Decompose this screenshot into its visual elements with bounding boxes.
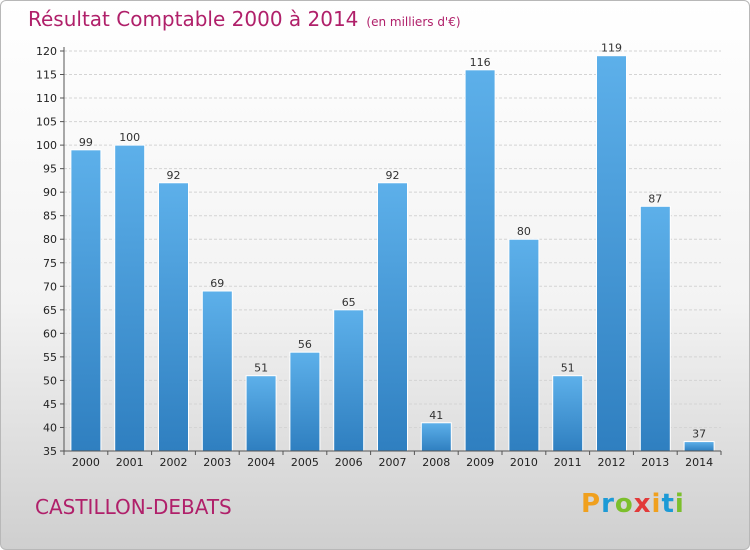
- proxiti-logo: Proxiti: [581, 489, 685, 519]
- y-tick-label: 115: [36, 69, 57, 82]
- data-label: 69: [210, 277, 224, 290]
- data-label: 99: [79, 136, 93, 149]
- logo-letter: o: [614, 489, 634, 519]
- bar: [420, 422, 452, 452]
- commune-name: CASTILLON-DEBATS: [35, 495, 232, 519]
- data-label: 41: [429, 409, 443, 422]
- y-tick-label: 35: [43, 445, 57, 458]
- y-tick-label: 85: [43, 210, 57, 223]
- x-tick-label: 2002: [160, 456, 188, 469]
- y-tick-label: 90: [43, 186, 57, 199]
- chart-subtitle: (en milliers d'€): [366, 15, 461, 29]
- y-tick-label: 120: [36, 45, 57, 58]
- x-tick-label: 2014: [685, 456, 713, 469]
- bar: [464, 69, 496, 452]
- data-label: 65: [342, 296, 356, 309]
- y-tick-label: 100: [36, 139, 57, 152]
- bar: [289, 351, 321, 452]
- data-label: 80: [517, 225, 531, 238]
- data-label: 87: [648, 192, 662, 205]
- x-tick-label: 2004: [247, 456, 275, 469]
- y-tick-label: 45: [43, 398, 57, 411]
- bar: [639, 205, 671, 452]
- data-label: 51: [561, 362, 575, 375]
- y-tick-label: 105: [36, 116, 57, 129]
- y-tick-label: 65: [43, 304, 57, 317]
- logo-letter: i: [651, 489, 662, 519]
- value-labels: 99 100 92 69 51 56 65 92 41 116 80 51 119 87 37: [79, 42, 706, 441]
- y-tick-label: 55: [43, 351, 57, 364]
- y-tick-label: 75: [43, 257, 57, 270]
- bars: [70, 55, 715, 452]
- bar: [683, 441, 715, 452]
- x-tick-label: 2000: [72, 456, 100, 469]
- bar: [333, 309, 365, 452]
- chart-title-main: Résultat Comptable 2000 à 2014: [28, 7, 359, 31]
- data-label: 92: [167, 169, 181, 182]
- y-tick-label: 95: [43, 163, 57, 176]
- x-tick-label: 2010: [510, 456, 538, 469]
- bar: [70, 149, 102, 452]
- x-tick-label: 2011: [554, 456, 582, 469]
- y-tick-label: 50: [43, 374, 57, 387]
- data-label: 37: [692, 428, 706, 441]
- logo-letter: P: [581, 489, 602, 519]
- data-label: 116: [470, 56, 491, 69]
- logo-letter: x: [633, 489, 652, 519]
- y-tick-label: 40: [43, 421, 57, 434]
- axes: 35 40 45 50 55 60 65 70 75 80 85 90 95 100 105 110 115 12…: [36, 45, 722, 469]
- y-tick-label: 70: [43, 280, 57, 293]
- y-tick-label: 110: [36, 92, 57, 105]
- x-tick-label: 2008: [422, 456, 450, 469]
- bar: [377, 182, 408, 452]
- logo-letter: r: [601, 489, 615, 519]
- x-tick-label: 2013: [641, 456, 669, 469]
- x-tick-label: 2005: [291, 456, 319, 469]
- logo-letter: t: [661, 489, 675, 519]
- x-tick-label: 2007: [379, 456, 407, 469]
- bar: [158, 182, 189, 452]
- data-label: 119: [601, 42, 622, 55]
- bar: [596, 55, 627, 452]
- bar: [114, 144, 146, 452]
- data-label: 56: [298, 338, 312, 351]
- bar: [245, 375, 277, 452]
- y-tick-label: 80: [43, 233, 57, 246]
- bar: [508, 238, 540, 452]
- data-label: 100: [119, 131, 140, 144]
- chart-title: Résultat Comptable 2000 à 2014 (en millie…: [28, 7, 461, 31]
- x-tick-label: 2001: [116, 456, 144, 469]
- x-tick-label: 2006: [335, 456, 363, 469]
- bar: [201, 290, 233, 452]
- data-label: 51: [254, 362, 268, 375]
- logo-letter: i: [674, 489, 685, 519]
- bar: [552, 375, 584, 452]
- data-label: 92: [386, 169, 400, 182]
- x-tick-label: 2009: [466, 456, 494, 469]
- x-tick-label: 2003: [203, 456, 231, 469]
- y-tick-label: 60: [43, 327, 57, 340]
- x-tick-label: 2012: [598, 456, 626, 469]
